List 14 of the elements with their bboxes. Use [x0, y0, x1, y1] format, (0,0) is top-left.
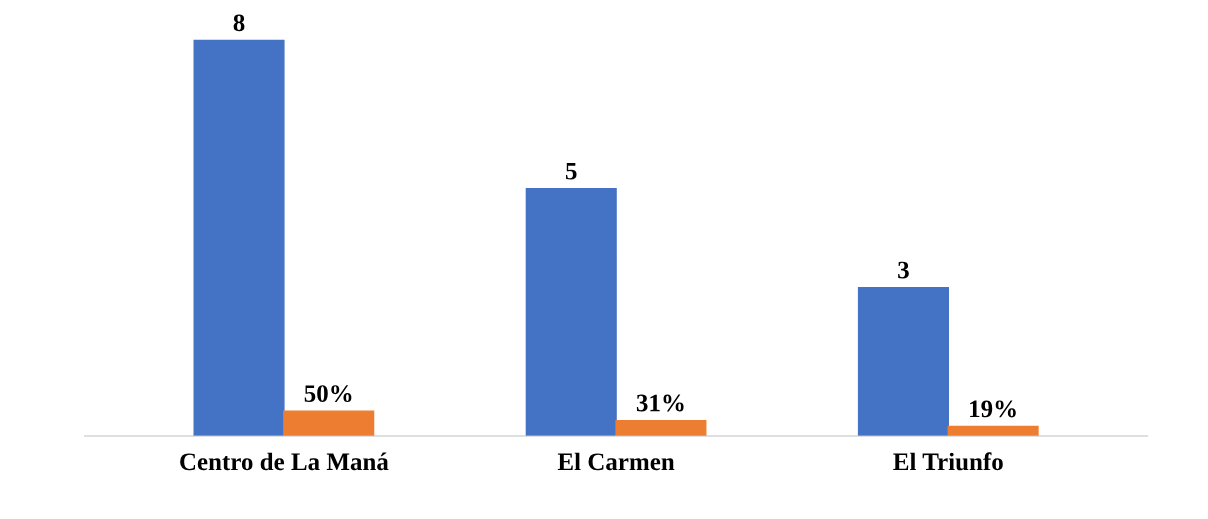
bar	[193, 39, 285, 436]
data-label: 3	[898, 261, 909, 279]
bar	[857, 286, 949, 436]
bar	[525, 188, 617, 436]
data-label: 19%	[970, 400, 1016, 418]
x-tick-label: El Carmen	[557, 452, 675, 471]
data-label: 5	[565, 162, 577, 180]
data-label: 50%	[304, 385, 352, 403]
x-tick-label: El Triunfo	[893, 452, 1003, 471]
data-label: 8	[233, 14, 245, 32]
x-tick-label: Centro de La Maná	[180, 452, 389, 471]
bar	[283, 410, 375, 436]
bar	[615, 419, 707, 436]
data-label: 31%	[636, 394, 684, 412]
